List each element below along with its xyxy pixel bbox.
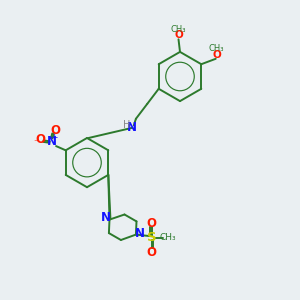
- Text: H: H: [123, 120, 130, 130]
- Text: CH₃: CH₃: [209, 44, 224, 53]
- Text: +: +: [50, 133, 58, 142]
- Text: N: N: [100, 211, 111, 224]
- Text: N: N: [135, 227, 145, 240]
- Text: CH₃: CH₃: [171, 25, 186, 34]
- Text: O: O: [146, 245, 157, 259]
- Text: O: O: [50, 124, 60, 137]
- Text: O: O: [212, 50, 221, 60]
- Text: O: O: [35, 133, 46, 146]
- Text: ⁻: ⁻: [34, 138, 39, 148]
- Text: N: N: [47, 135, 57, 148]
- Text: S: S: [147, 231, 156, 244]
- Text: N: N: [127, 121, 137, 134]
- Text: O: O: [174, 30, 183, 40]
- Text: CH₃: CH₃: [160, 233, 177, 242]
- Text: O: O: [146, 217, 157, 230]
